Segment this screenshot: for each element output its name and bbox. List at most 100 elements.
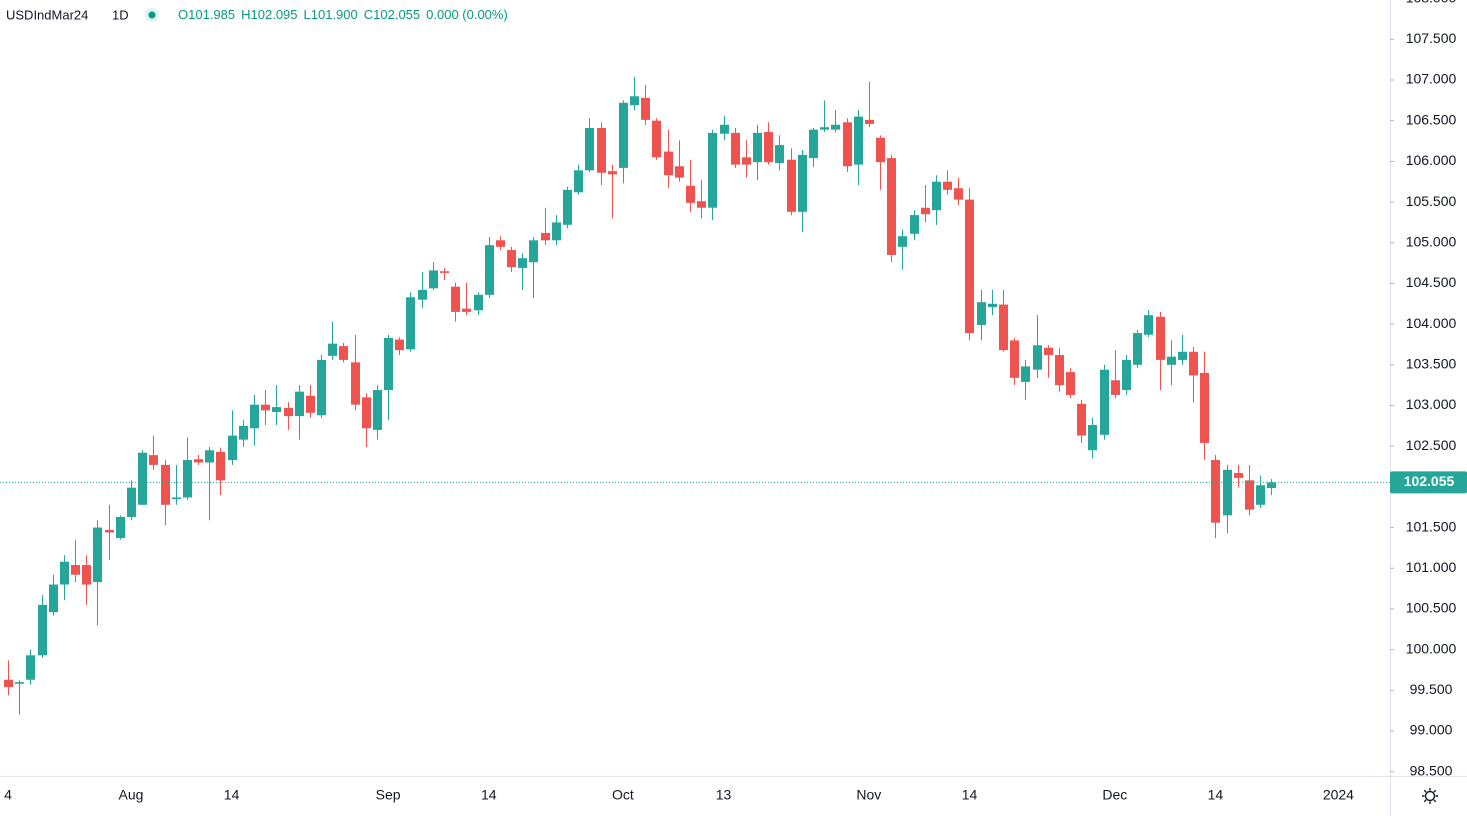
y-tick-label: 105.000 <box>1406 233 1457 249</box>
y-tick-label: 101.500 <box>1406 518 1457 534</box>
candle-body <box>843 122 852 167</box>
candle-body <box>38 604 47 656</box>
candle-body <box>485 245 494 295</box>
x-tick-label: 14 <box>1208 787 1224 803</box>
candle-body <box>161 464 170 505</box>
ohlc-value: 101.985 <box>188 7 235 22</box>
candle-body <box>1223 469 1232 516</box>
y-tick-label: 108.000 <box>1406 0 1457 5</box>
candle-body <box>395 339 404 351</box>
candle-body <box>686 185 695 203</box>
candle-body <box>910 215 919 234</box>
settings-button[interactable] <box>1422 788 1438 804</box>
candle-body <box>1144 315 1153 335</box>
x-tick-label: 13 <box>716 787 732 803</box>
y-tick-label: 98.500 <box>1410 762 1453 778</box>
candle-body <box>563 189 572 225</box>
candle-body <box>440 271 449 273</box>
x-tick-label: Sep <box>376 787 401 803</box>
candle-body <box>328 343 337 356</box>
candle-body <box>988 303 997 308</box>
candle-body <box>116 516 125 539</box>
candle-body <box>1156 316 1165 360</box>
candle-body <box>15 682 24 684</box>
candle-body <box>708 132 717 208</box>
candle-body <box>1077 403 1086 436</box>
candle-body <box>720 124 729 134</box>
x-tick-label: Nov <box>856 787 881 803</box>
candle-body <box>474 294 483 311</box>
candle-body <box>216 451 225 481</box>
candle-body <box>1133 333 1142 365</box>
y-tick-label: 107.000 <box>1406 71 1457 87</box>
candle-body <box>462 308 471 312</box>
y-tick-label: 99.000 <box>1410 722 1453 738</box>
candle-body <box>965 199 974 334</box>
candle-body <box>809 129 818 159</box>
candle-body <box>26 655 35 680</box>
ohlc-value: 102.055 <box>373 7 420 22</box>
ohlc-change: 0.000 (0.00%) <box>426 7 508 22</box>
candle-body <box>406 297 415 350</box>
y-tick-label: 107.500 <box>1406 30 1457 46</box>
last-price-tag <box>1390 471 1467 494</box>
x-tick-label: 14 <box>962 787 978 803</box>
x-tick-label: 2024 <box>1323 787 1354 803</box>
ohlc-key: C <box>364 7 373 22</box>
ohlc-value: 102.095 <box>251 7 298 22</box>
candle-body <box>105 530 114 533</box>
candle-body <box>295 391 304 417</box>
ohlc-key: H <box>241 7 250 22</box>
candle-body <box>1122 359 1131 391</box>
y-tick-label: 99.500 <box>1410 681 1453 697</box>
candle-body <box>552 222 561 241</box>
candle-body <box>1111 380 1120 395</box>
candle-body <box>641 97 650 120</box>
candle-body <box>775 145 784 163</box>
candle-body <box>820 127 829 130</box>
candle-body <box>943 181 952 190</box>
candle-body <box>798 154 807 212</box>
candle-body <box>675 166 684 178</box>
x-tick-label: Aug <box>119 787 144 803</box>
candle-body <box>362 397 371 429</box>
candle-body <box>429 270 438 289</box>
symbol: USDIndMar24 <box>6 7 88 22</box>
candle-body <box>854 116 863 165</box>
candle-body <box>932 181 941 211</box>
y-tick-label: 106.500 <box>1406 111 1457 127</box>
candle-body <box>865 119 874 124</box>
candle-body <box>172 497 181 500</box>
candle-body <box>183 460 192 498</box>
candle-body <box>149 455 158 465</box>
ohlc-legend: O101.985 H102.095 L101.900 C102.055 0.000 (0… <box>178 7 508 22</box>
candle-body <box>1200 372 1209 443</box>
candle-body <box>239 425 248 440</box>
candle-body <box>529 240 538 263</box>
candle-body <box>574 170 583 193</box>
candle-body <box>261 404 270 411</box>
candle-body <box>507 250 516 268</box>
candle-body <box>541 232 550 241</box>
y-tick-label: 100.500 <box>1406 600 1457 616</box>
candle-body <box>876 137 885 163</box>
candle-body <box>753 132 762 163</box>
candle-body <box>1234 473 1243 478</box>
candle-body <box>1256 485 1265 505</box>
candle-body <box>1267 482 1276 489</box>
candle-body <box>71 564 80 575</box>
candle-body <box>764 132 773 163</box>
candle-body <box>731 132 740 165</box>
candle-body <box>597 128 606 173</box>
candle-body <box>496 240 505 247</box>
ohlc-key: L <box>304 7 311 22</box>
candle-body <box>60 561 69 585</box>
candle-body <box>921 207 930 215</box>
candle-body <box>887 158 896 255</box>
x-tick-label: 14 <box>481 787 497 803</box>
last-price-label: 102.055 <box>1404 473 1455 489</box>
candle-body <box>697 201 706 208</box>
ohlc-value: 101.900 <box>311 7 358 22</box>
candle-body <box>138 452 147 505</box>
candle-body <box>664 151 673 176</box>
